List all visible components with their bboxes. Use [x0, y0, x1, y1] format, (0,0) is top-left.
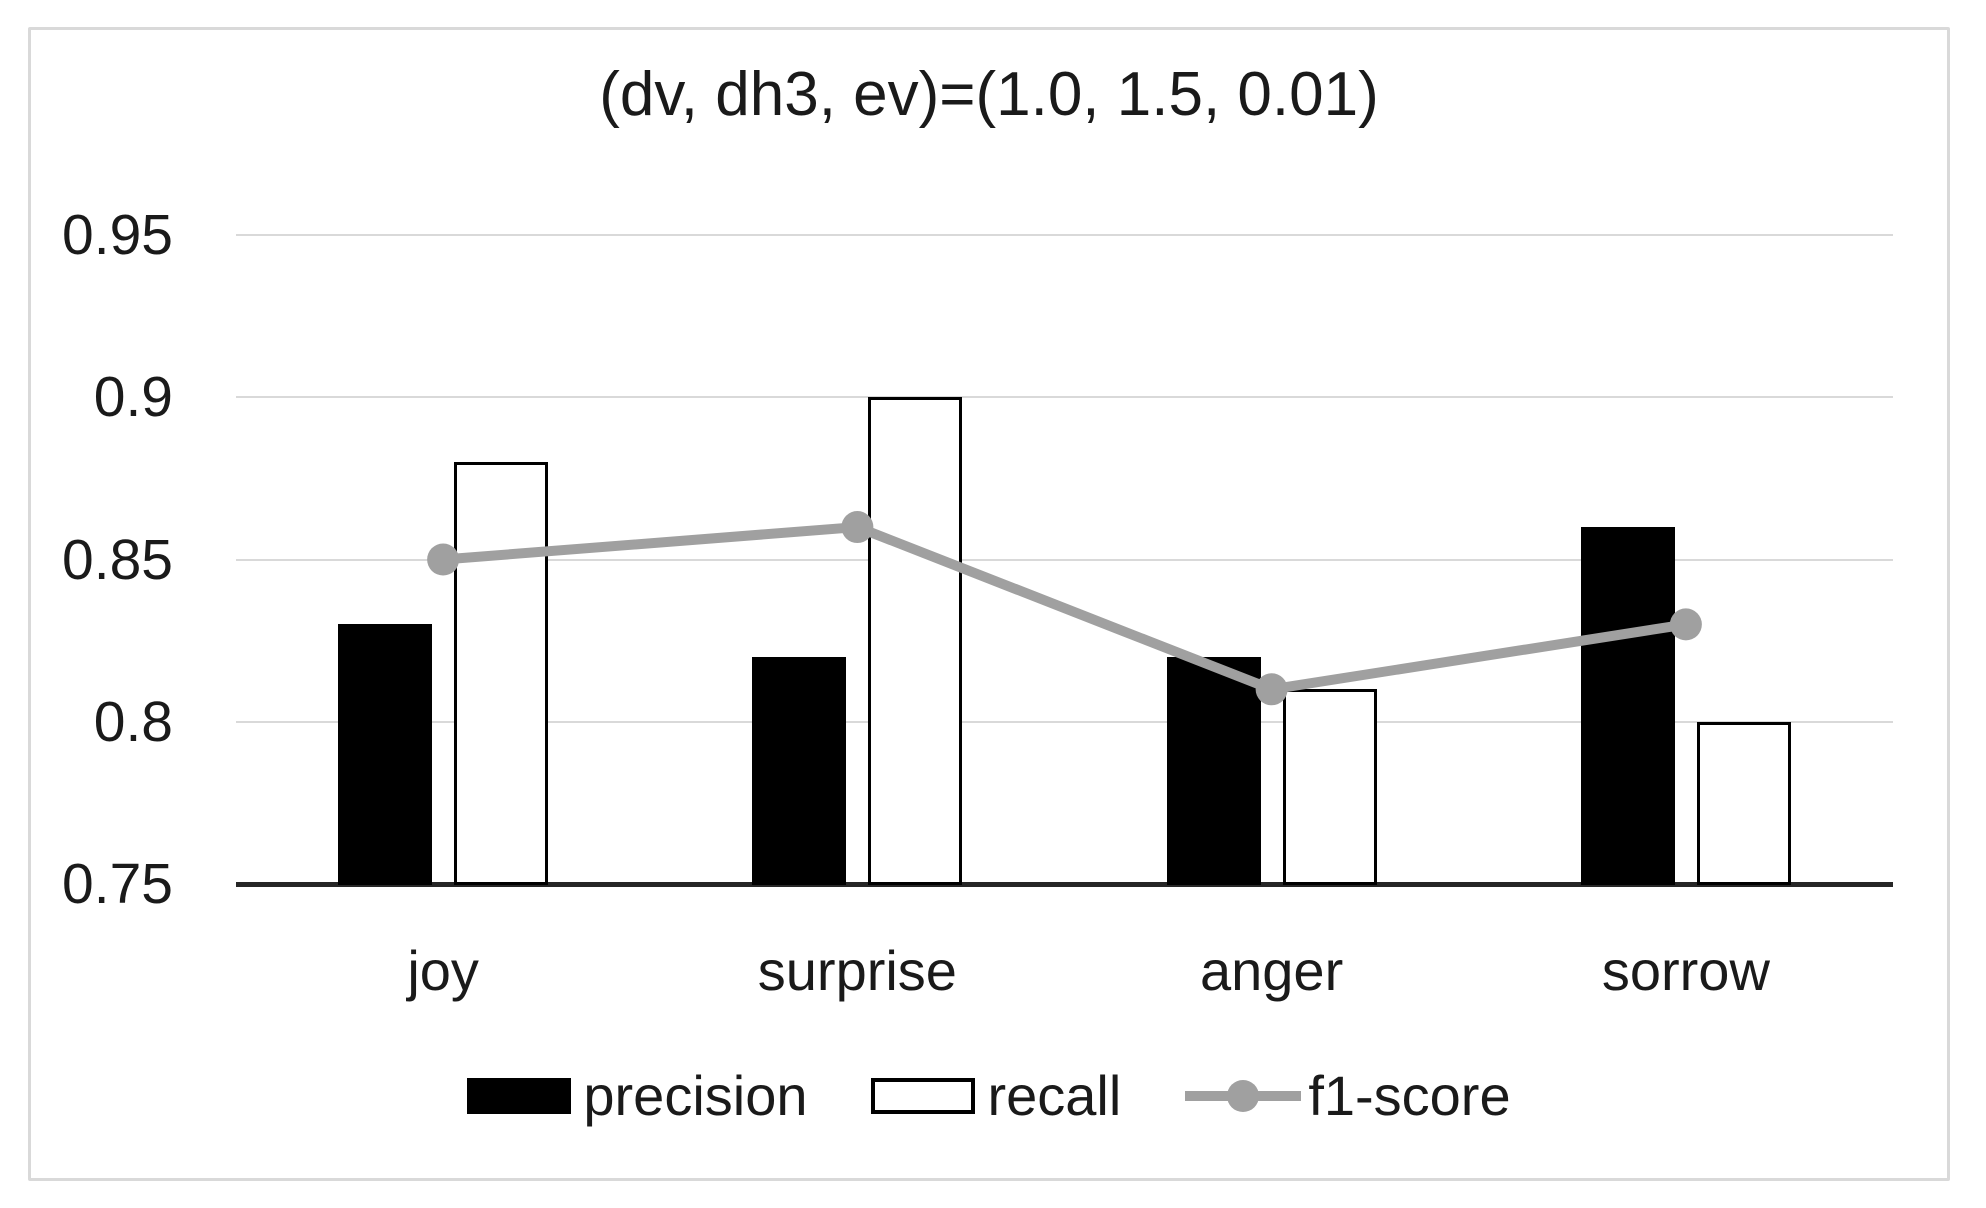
- bar-precision-joy: [338, 624, 433, 885]
- y-tick-label-0.9: 0.9: [93, 365, 173, 430]
- y-tick-label-0.8: 0.8: [93, 689, 173, 754]
- bar-recall-surprise: [868, 397, 963, 885]
- x-axis-line: [236, 882, 1893, 887]
- x-cat-label-surprise: surprise: [757, 939, 957, 1002]
- legend-label-precision: precision: [583, 1064, 808, 1127]
- gridline-0.9: [236, 396, 1893, 399]
- bar-recall-sorrow: [1696, 721, 1791, 885]
- legend: precision recall f1-score: [28, 1062, 1950, 1130]
- bar-precision-surprise: [752, 656, 847, 885]
- bar-precision-sorrow: [1580, 527, 1675, 885]
- legend-swatch-precision: [467, 1078, 572, 1114]
- y-tick-label-0.85: 0.85: [62, 527, 173, 592]
- gridline-0.95: [236, 234, 1893, 236]
- legend-swatch-recall: [871, 1078, 976, 1114]
- bar-recall-anger: [1282, 689, 1377, 885]
- legend-item-precision: precision: [467, 1062, 807, 1130]
- bar-precision-anger: [1166, 656, 1261, 885]
- legend-swatch-f1-score: [1185, 1076, 1302, 1116]
- y-tick-label-0.75: 0.75: [62, 852, 173, 916]
- chart-title: (dv, dh3, ev)=(1.0, 1.5, 0.01): [599, 60, 1379, 129]
- legend-line-marker: [1227, 1080, 1260, 1112]
- gridline-0.8: [236, 720, 1893, 723]
- legend-item-recall: recall: [871, 1062, 1121, 1130]
- y-tick-label-0.95: 0.95: [62, 203, 173, 267]
- x-cat-label-sorrow: sorrow: [1601, 939, 1770, 1002]
- x-cat-label-anger: anger: [1200, 939, 1344, 1002]
- legend-label-recall: recall: [987, 1064, 1122, 1127]
- legend-label-f1-score: f1-score: [1308, 1064, 1511, 1127]
- bar-recall-joy: [454, 462, 549, 885]
- legend-item-f1-score: f1-score: [1185, 1062, 1511, 1130]
- x-cat-label-joy: joy: [407, 939, 479, 1002]
